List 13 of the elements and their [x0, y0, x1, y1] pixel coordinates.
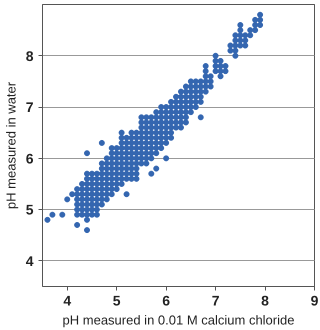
x-tick-label: 6 [162, 292, 170, 308]
y-tick-label: 7 [26, 99, 34, 116]
y-tick-label: 4 [26, 252, 34, 269]
x-axis-title: pH measured in 0.01 M calcium chloride [62, 312, 294, 328]
y-tick-label: 5 [26, 202, 34, 218]
y-tick-label: 6 [26, 150, 34, 166]
x-tick-label: 9 [310, 292, 319, 308]
x-tick-label: 7 [212, 292, 220, 308]
x-tick-label: 5 [112, 292, 121, 308]
y-axis-title: pH measured in water [4, 81, 19, 210]
x-tick-label: 8 [261, 292, 270, 308]
y-tick-label: 8 [26, 48, 34, 64]
x-tick-label: 4 [63, 292, 72, 308]
